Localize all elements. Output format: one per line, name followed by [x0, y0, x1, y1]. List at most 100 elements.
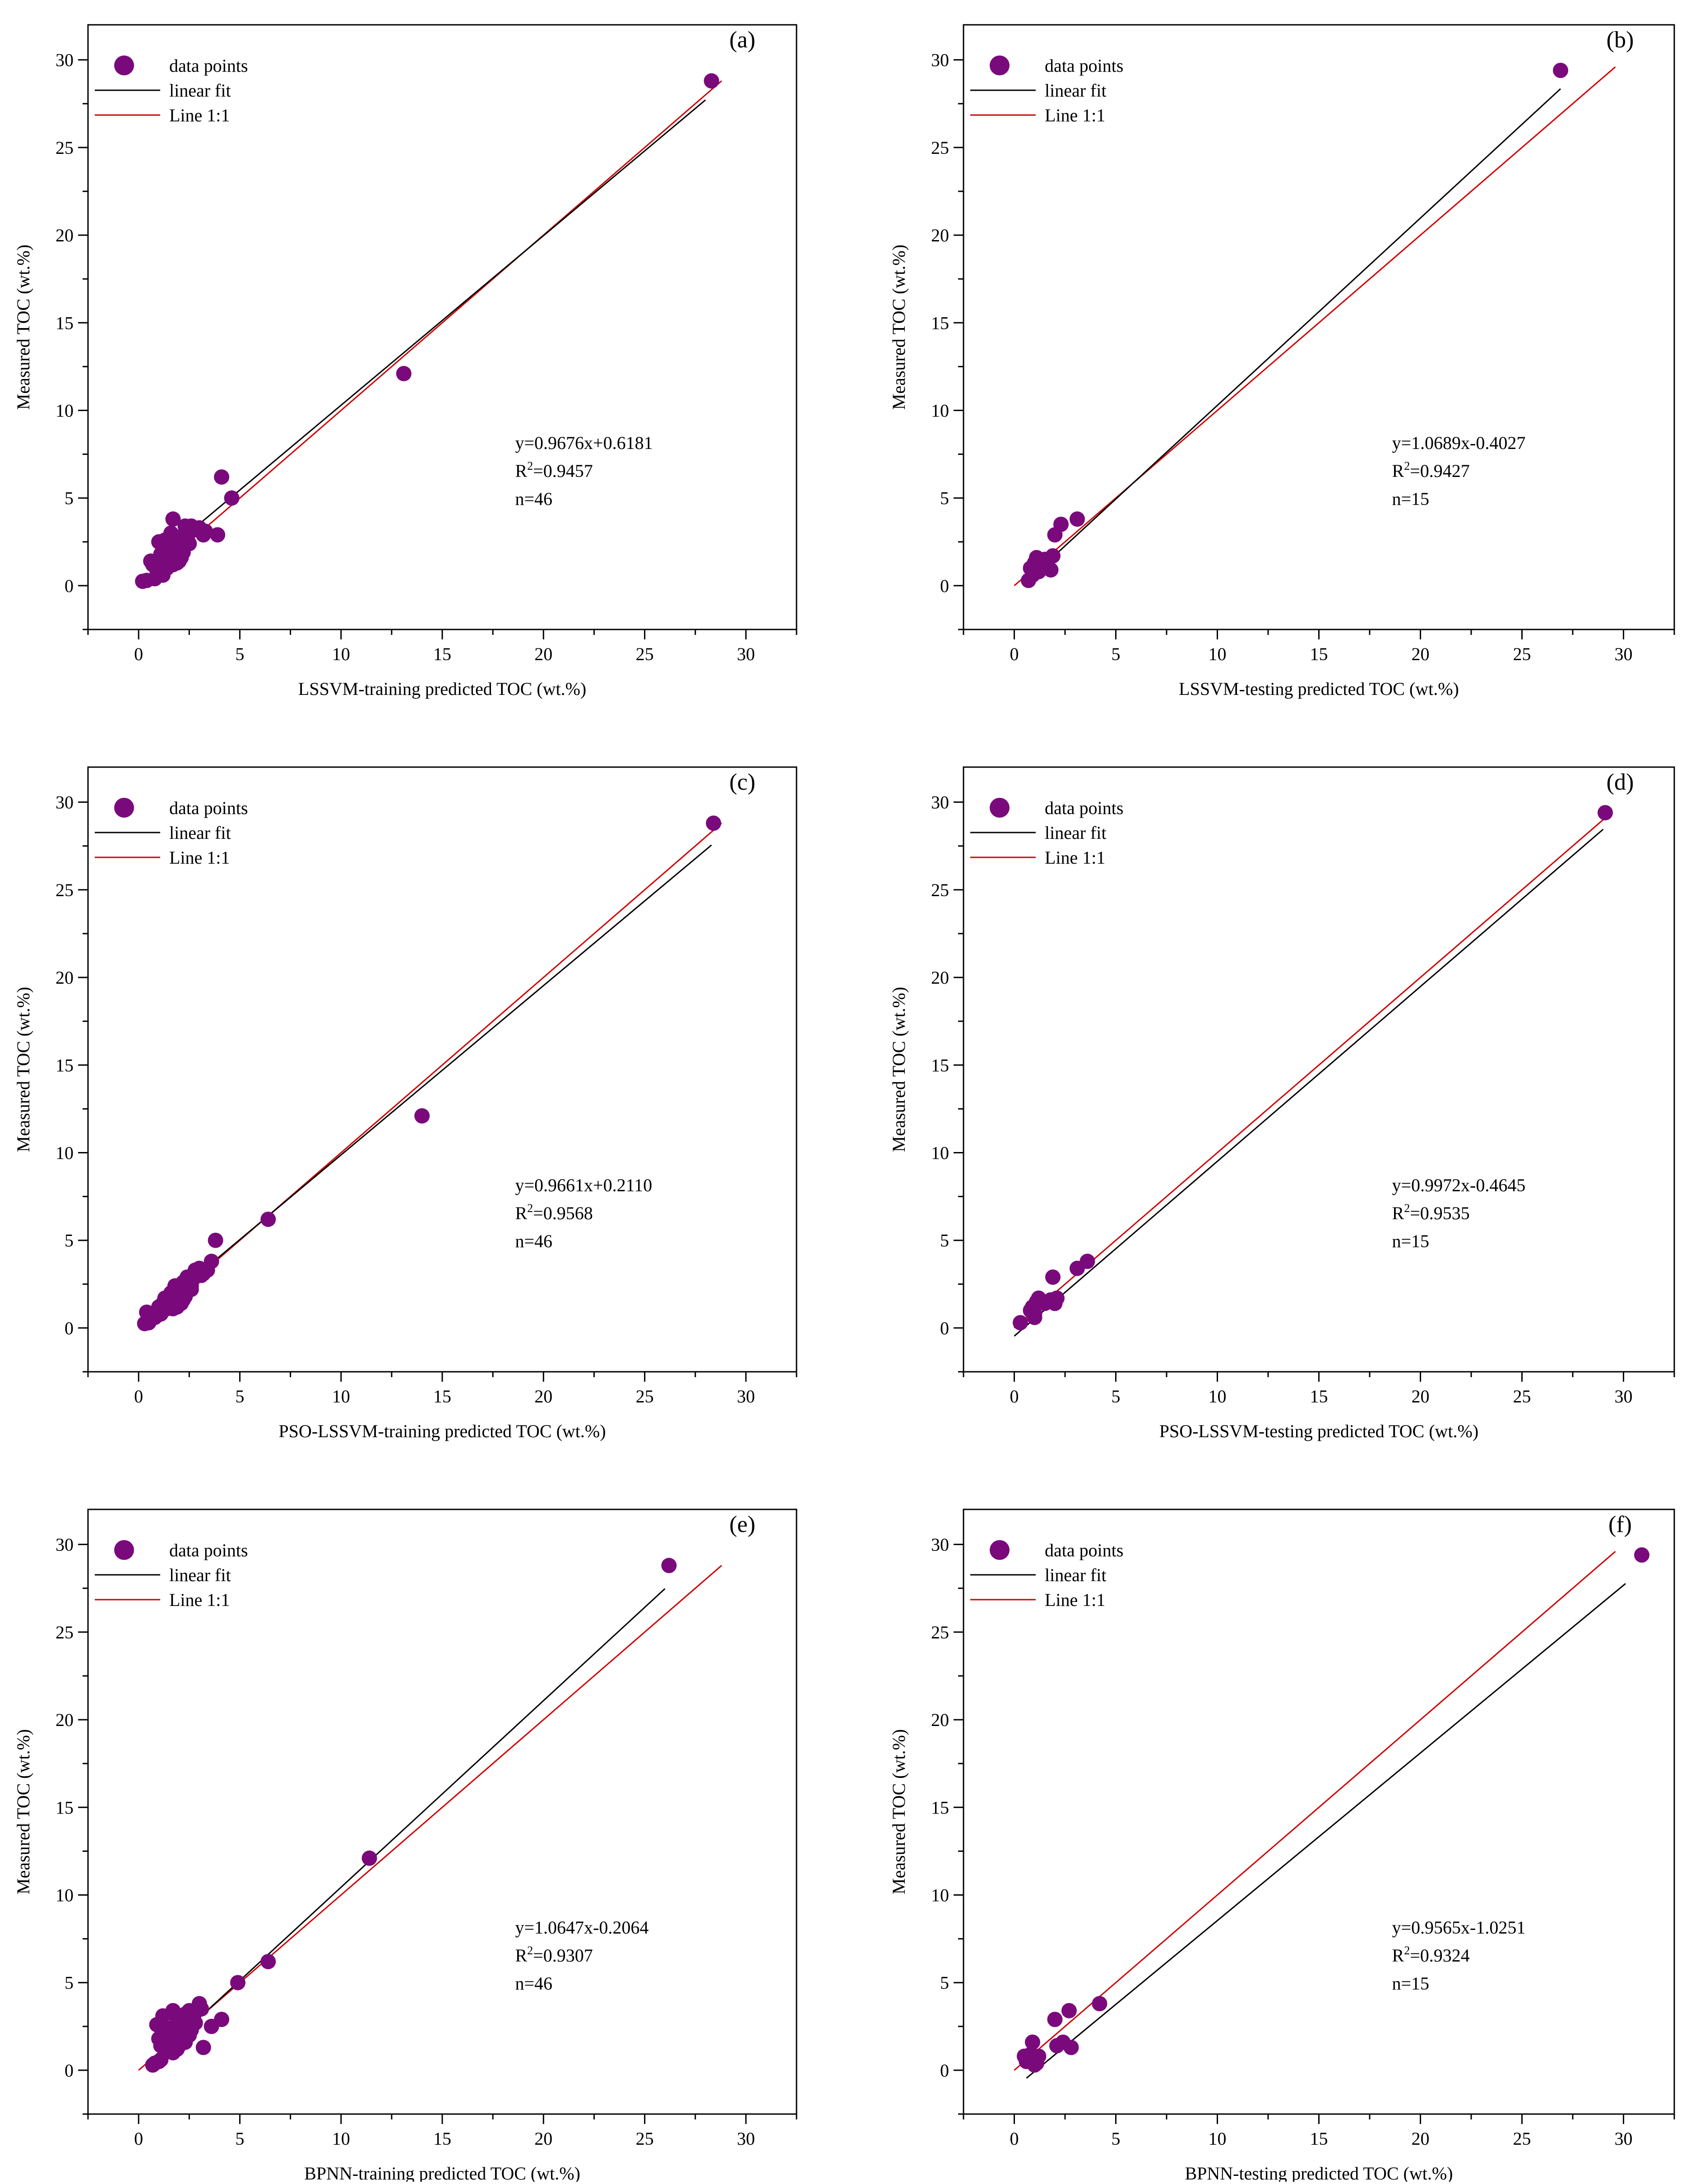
data-point [1043, 562, 1059, 578]
legend-marker-points [990, 56, 1010, 75]
y-tick-label: 20 [56, 225, 74, 245]
y-tick-label: 20 [56, 967, 74, 988]
data-point [1070, 511, 1085, 527]
data-point [183, 2017, 199, 2032]
data-point [181, 536, 197, 551]
data-point [1027, 1306, 1042, 1322]
y-tick-label: 5 [65, 1973, 74, 1993]
y-tick-label: 10 [931, 400, 949, 421]
sample-count: n=15 [1392, 1973, 1430, 1994]
data-point [706, 815, 722, 831]
r-squared-prefix: R [1392, 461, 1404, 481]
x-axis-label: PSO-LSSVM-testing predicted TOC (wt.%) [1159, 1421, 1478, 1441]
y-tick-label: 25 [56, 1622, 74, 1643]
y-tick-label: 30 [56, 1535, 74, 1555]
legend-label-one-to-one: Line 1:1 [1045, 105, 1105, 125]
sample-count: n=46 [515, 489, 552, 509]
x-tick-label: 5 [235, 1386, 244, 1407]
r-squared-value: =0.9568 [533, 1203, 593, 1223]
data-point [1031, 553, 1047, 569]
data-point [1553, 62, 1568, 78]
y-tick-label: 25 [56, 880, 74, 900]
one-to-one-line [1014, 812, 1612, 1329]
y-tick-label: 5 [940, 488, 949, 509]
legend-label-one-to-one: Line 1:1 [169, 847, 230, 868]
y-axis-label: Measured TOC (wt.%) [889, 245, 909, 410]
panel-tag: (c) [729, 769, 755, 795]
legend-label-fit: linear fit [169, 1565, 231, 1585]
r-squared-prefix: R [1392, 1945, 1404, 1966]
r-squared-value: =0.9324 [1410, 1945, 1470, 1966]
legend-label-one-to-one: Line 1:1 [1045, 1590, 1105, 1610]
y-tick-label: 15 [56, 1055, 74, 1075]
y-tick-label: 20 [56, 1710, 74, 1730]
x-axis-label: PSO-LSSVM-training predicted TOC (wt.%) [278, 1421, 606, 1441]
x-tick-label: 5 [1112, 1386, 1121, 1407]
fit-equation: y=0.9972x-0.4645 [1392, 1175, 1526, 1195]
legend-label-one-to-one: Line 1:1 [169, 1590, 230, 1610]
data-point [1053, 516, 1069, 532]
panel-tag: (f) [1608, 1512, 1632, 1537]
x-tick-label: 15 [433, 2128, 451, 2149]
x-tick-label: 10 [1209, 644, 1227, 664]
r-squared-sup: 2 [527, 459, 533, 472]
x-tick-label: 25 [636, 2128, 654, 2149]
y-tick-label: 25 [931, 138, 949, 158]
r-squared: R2=0.9457 [515, 459, 593, 481]
y-tick-label: 0 [940, 2060, 949, 2081]
data-point [396, 366, 412, 381]
x-tick-label: 15 [1310, 1386, 1328, 1407]
legend-label-points: data points [1045, 1540, 1123, 1560]
data-point [204, 1254, 219, 1269]
data-point [210, 527, 226, 543]
data-point [149, 562, 165, 578]
r-squared-sup: 2 [1404, 459, 1410, 472]
legend-label-points: data points [169, 56, 248, 76]
legend-label-one-to-one: Line 1:1 [169, 105, 230, 125]
one-to-one-line [138, 823, 723, 1329]
x-tick-label: 5 [1112, 2128, 1121, 2149]
x-tick-label: 30 [737, 2128, 755, 2149]
panel-tag: (e) [729, 1512, 755, 1537]
x-tick-label: 20 [1412, 2128, 1430, 2149]
y-tick-label: 30 [931, 50, 949, 70]
data-point [1013, 1315, 1028, 1331]
sample-count: n=15 [1392, 489, 1430, 509]
legend-marker-points [114, 798, 134, 818]
x-tick-label: 0 [1010, 644, 1019, 664]
data-point [167, 2024, 183, 2040]
linear-fit-line [148, 99, 706, 567]
one-to-one-line [138, 80, 723, 587]
fit-equation: y=0.9661x+0.2110 [515, 1175, 652, 1195]
y-tick-label: 15 [56, 1797, 74, 1818]
y-tick-label: 25 [56, 138, 74, 158]
legend-label-one-to-one: Line 1:1 [1045, 847, 1105, 868]
x-tick-label: 20 [1412, 644, 1430, 664]
data-point [260, 1954, 276, 1970]
r-squared: R2=0.9427 [1392, 459, 1470, 481]
panel-b: 0 5 10 15 20 25 30 0 5 10 15 20 25 30 LSSVM-testing pr… [889, 24, 1675, 699]
data-point [1047, 2012, 1063, 2027]
legend-label-points: data points [1045, 56, 1123, 76]
panel-e: 0 5 10 15 20 25 30 0 5 10 15 20 25 30 BPNN-training pr… [13, 1508, 797, 2184]
data-point [224, 490, 240, 506]
panel-c: 0 5 10 15 20 25 30 0 5 10 15 20 25 30 PSO-LSSVM-traini… [13, 766, 797, 1441]
data-point [147, 2055, 163, 2071]
data-point [414, 1108, 430, 1124]
data-point [1079, 1254, 1095, 1269]
fit-equation: y=0.9676x+0.6181 [515, 433, 653, 453]
y-tick-label: 20 [931, 967, 949, 988]
data-point [704, 73, 719, 89]
data-point [1598, 805, 1613, 820]
y-tick-label: 0 [65, 1318, 74, 1338]
r-squared: R2=0.9568 [515, 1202, 593, 1223]
fit-equation: y=1.0647x-0.2064 [515, 1917, 649, 1938]
linear-fit-line [154, 844, 712, 1311]
x-axis-label: LSSVM-training predicted TOC (wt.%) [298, 679, 586, 699]
r-squared: R2=0.9307 [515, 1944, 593, 1966]
y-tick-label: 5 [940, 1973, 949, 1993]
x-tick-label: 0 [1010, 2128, 1019, 2149]
data-point [155, 2029, 171, 2045]
y-tick-label: 10 [56, 1143, 74, 1163]
